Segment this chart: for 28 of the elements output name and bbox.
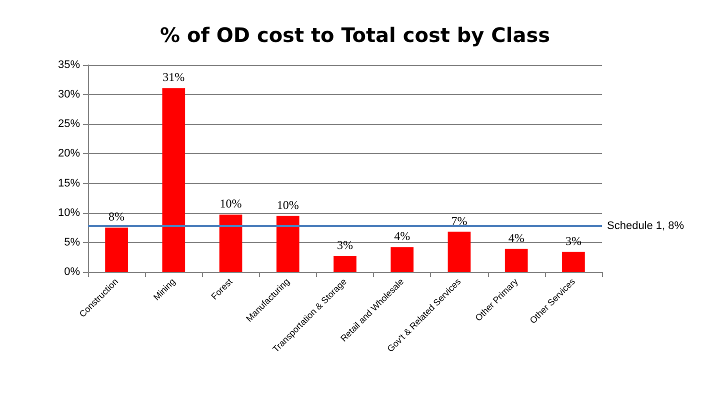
bar (562, 252, 585, 272)
bar (504, 248, 528, 272)
bar (334, 256, 356, 272)
y-tick-label: 35% (58, 59, 80, 71)
y-tick-label: 10% (58, 206, 80, 219)
data-label: 3% (565, 234, 582, 248)
data-label: 7% (451, 214, 468, 228)
data-label: 3% (337, 238, 353, 252)
bar (448, 232, 471, 272)
data-label: 10% (220, 196, 242, 211)
bar (390, 247, 414, 272)
bar (105, 228, 128, 272)
y-tick-label: 25% (58, 118, 80, 130)
bar (162, 88, 186, 272)
y-tick-label: 0% (64, 266, 80, 278)
ref-line-label: Schedule 1, 8% (607, 220, 684, 232)
data-label: 31% (162, 70, 185, 84)
bar (276, 216, 300, 272)
y-tick-label: 30% (58, 88, 80, 101)
data-label: 4% (394, 229, 410, 244)
y-tick-label: 15% (58, 177, 80, 190)
data-label: 4% (508, 230, 524, 245)
chart-title: % of OD cost to Total cost by Class (160, 23, 550, 47)
y-tick-label: 20% (58, 148, 80, 160)
data-label: 8% (108, 210, 125, 224)
data-label: 10% (276, 198, 299, 212)
y-tick-label: 5% (64, 236, 80, 248)
bar (219, 214, 242, 272)
